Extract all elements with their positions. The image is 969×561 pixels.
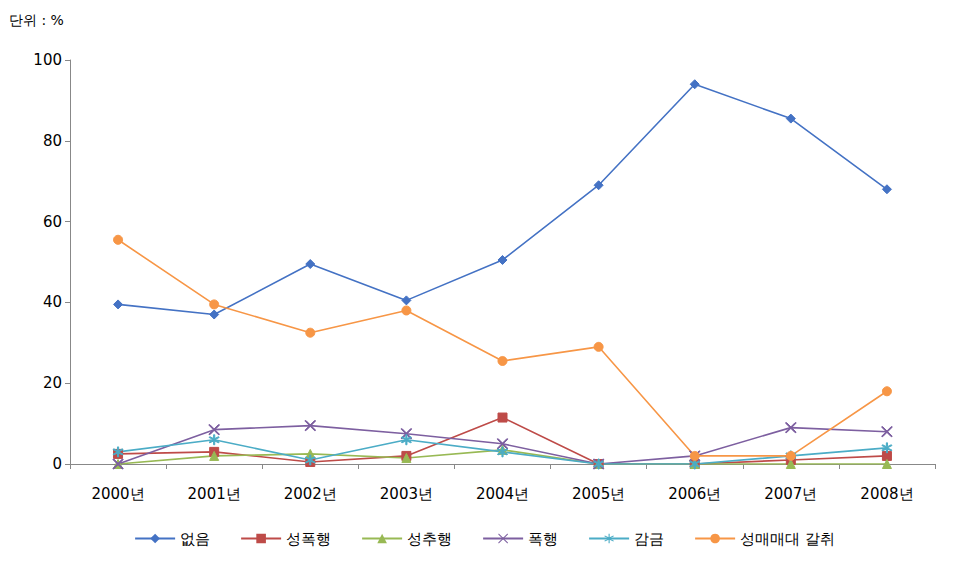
svg-text:80: 80	[43, 132, 62, 150]
svg-text:2002년: 2002년	[284, 485, 337, 503]
svg-text:단위 : %: 단위 : %	[9, 12, 64, 28]
svg-text:2006년: 2006년	[668, 485, 721, 503]
svg-text:60: 60	[43, 213, 62, 231]
svg-text:성추행: 성추행	[407, 530, 452, 548]
svg-text:0: 0	[52, 455, 62, 473]
svg-text:2004년: 2004년	[476, 485, 529, 503]
svg-text:2001년: 2001년	[188, 485, 241, 503]
svg-text:2005년: 2005년	[572, 485, 625, 503]
svg-text:감금: 감금	[634, 530, 664, 548]
svg-text:2003년: 2003년	[380, 485, 433, 503]
svg-text:100: 100	[33, 51, 62, 69]
svg-text:없음: 없음	[180, 530, 210, 548]
svg-text:2000년: 2000년	[91, 485, 144, 503]
svg-text:40: 40	[43, 293, 62, 311]
svg-text:폭행: 폭행	[528, 530, 558, 548]
svg-text:성매매대 갈취: 성매매대 갈취	[740, 530, 835, 548]
svg-text:성폭행: 성폭행	[286, 530, 331, 548]
svg-text:2008년: 2008년	[860, 485, 913, 503]
svg-text:20: 20	[43, 374, 62, 392]
svg-text:2007년: 2007년	[764, 485, 817, 503]
